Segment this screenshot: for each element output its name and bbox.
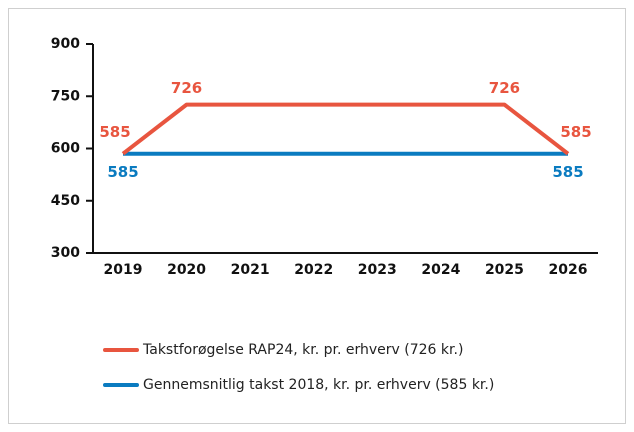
y-tick-label: 450 (51, 193, 80, 209)
x-tick-label: 2026 (549, 262, 588, 278)
legend-label: Gennemsnitlig takst 2018, kr. pr. erhver… (143, 377, 494, 393)
y-tick-label: 900 (51, 36, 80, 52)
series-line (121, 102, 570, 156)
data-label: 726 (171, 79, 202, 97)
x-tick-label: 2025 (485, 262, 524, 278)
x-tick-label: 2021 (231, 262, 270, 278)
data-label: 585 (99, 123, 130, 141)
data-label: 585 (560, 123, 591, 141)
data-label: 585 (107, 163, 138, 181)
x-tick-label: 2019 (104, 262, 143, 278)
frame (8, 8, 626, 424)
data-label: 726 (489, 79, 520, 97)
x-tick-label: 2024 (421, 262, 460, 278)
y-tick-label: 300 (51, 245, 80, 261)
x-tick-label: 2022 (294, 262, 333, 278)
y-tick-label: 600 (51, 141, 80, 157)
x-tick-label: 2023 (358, 262, 397, 278)
y-tick-label: 750 (51, 88, 80, 104)
legend-label: Takstforøgelse RAP24, kr. pr. erhverv (7… (142, 342, 463, 358)
data-label: 585 (552, 163, 583, 181)
x-tick-label: 2020 (167, 262, 206, 278)
